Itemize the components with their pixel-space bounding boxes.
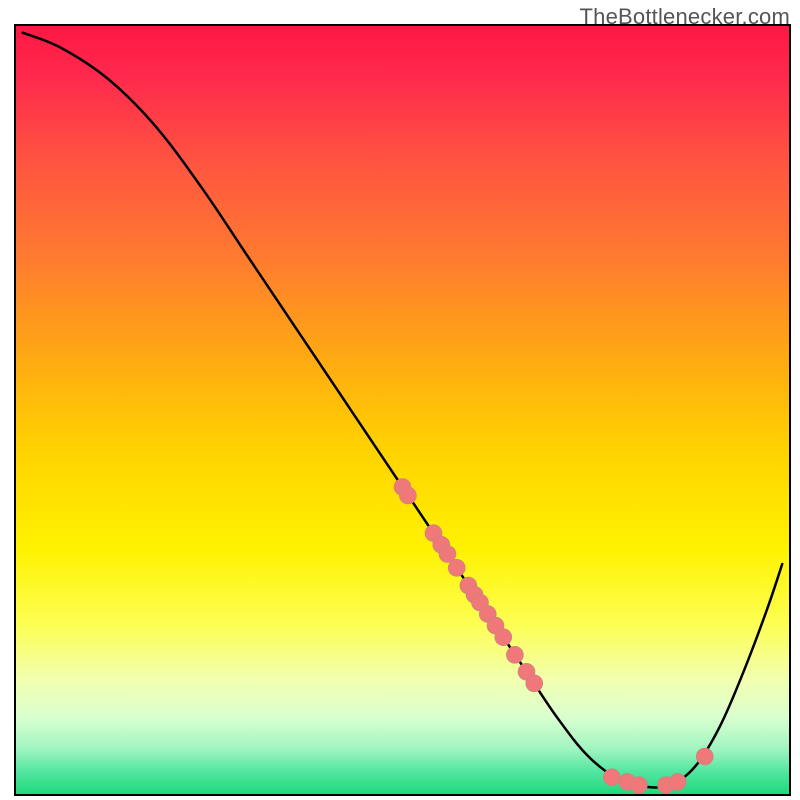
scatter-point <box>495 629 512 646</box>
plot-background <box>15 25 790 795</box>
bottleneck-chart: TheBottlenecker.com <box>0 0 800 800</box>
scatter-point <box>506 646 523 663</box>
scatter-point <box>526 675 543 692</box>
chart-svg <box>0 0 800 800</box>
scatter-point <box>399 487 416 504</box>
watermark-text: TheBottlenecker.com <box>580 4 790 30</box>
scatter-point <box>630 776 647 793</box>
scatter-point <box>448 559 465 576</box>
scatter-point <box>669 773 686 790</box>
scatter-point <box>696 748 713 765</box>
scatter-point <box>603 769 620 786</box>
